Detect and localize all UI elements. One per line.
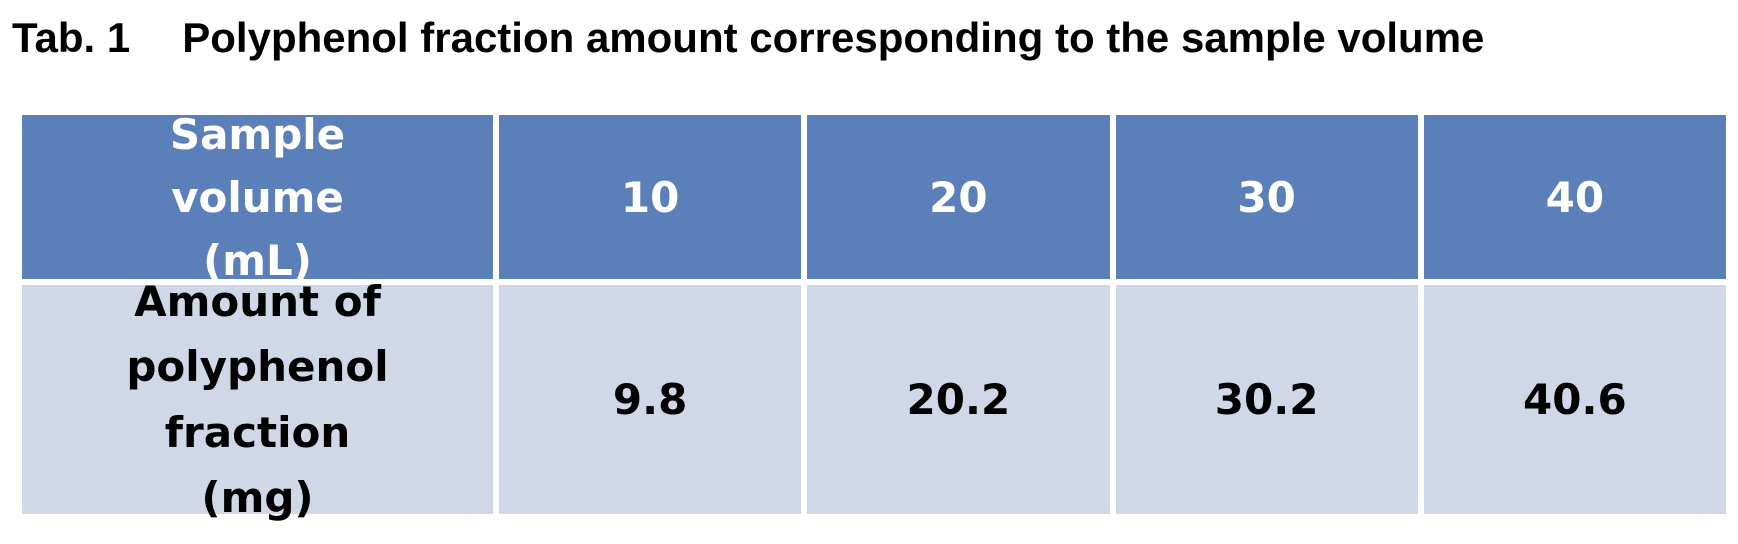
- body-cell: Amount of polyphenol fraction (mg): [22, 277, 493, 522]
- caption-text: Polyphenol fraction amount corresponding…: [182, 14, 1485, 61]
- header-cell: 30: [1115, 115, 1418, 279]
- table-caption: Tab. 1 Polyphenol fraction amount corresp…: [12, 14, 1484, 62]
- body-cell: 9.8: [499, 285, 802, 514]
- body-cell: 40.6: [1423, 285, 1726, 514]
- caption-label: Tab. 1: [12, 14, 131, 61]
- body-cell: 20.2: [807, 285, 1110, 514]
- header-cell: 40: [1423, 115, 1726, 279]
- header-cell: 20: [807, 115, 1110, 279]
- body-cell: 30.2: [1115, 285, 1418, 514]
- header-cell: Sample volume (mL): [22, 110, 493, 285]
- header-cell: 10: [499, 115, 802, 279]
- table: Sample volume (mL) 10 20 30 40 Amount of poly…: [22, 110, 1726, 522]
